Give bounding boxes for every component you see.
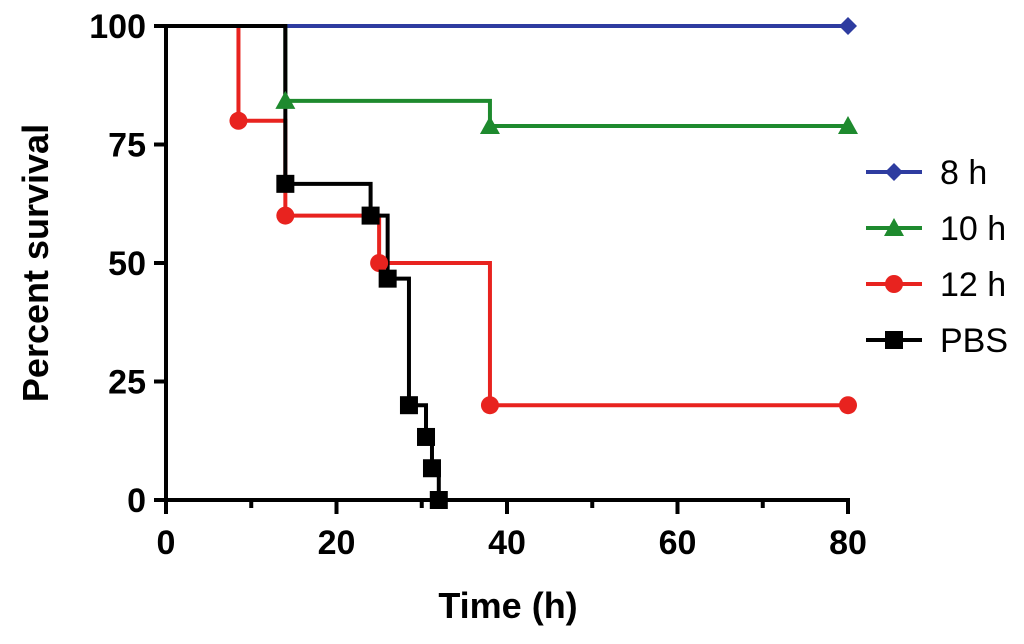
legend-item-8h: 8 h: [866, 154, 987, 192]
legend-label: 8 h: [940, 154, 987, 192]
x-tick-label: 80: [829, 524, 867, 562]
legend-marker-pbs: [885, 331, 903, 349]
legend-item-pbs: PBS: [866, 322, 1008, 360]
legend-label: 12 h: [940, 266, 1006, 304]
data-point-10h: [275, 90, 296, 109]
x-tick-label: 60: [659, 524, 697, 562]
legend-item-10h: 10 h: [866, 210, 1006, 248]
data-point-10h: [479, 116, 500, 135]
data-point-pbs: [429, 491, 448, 509]
data-point-12h: [276, 206, 295, 225]
x-axis-title: Time (h): [438, 585, 577, 626]
data-point-12h: [480, 396, 499, 415]
data-point-10h: [838, 116, 858, 135]
axes: [164, 26, 850, 502]
y-tick-label: 75: [108, 127, 146, 165]
data-point-8h: [839, 17, 857, 35]
data-point-pbs: [399, 396, 418, 415]
series-line-pbs: [166, 24, 441, 500]
y-axis-title: Percent survival: [15, 124, 56, 402]
legend-item-12h: 12 h: [866, 266, 1006, 304]
markers: [229, 17, 858, 509]
legend-marker-12h: [885, 275, 903, 293]
data-point-pbs: [361, 206, 380, 225]
x-tick-label: 40: [488, 524, 526, 562]
data-point-pbs: [417, 427, 436, 446]
x-tick-label: 0: [157, 524, 176, 562]
data-point-pbs: [276, 174, 295, 193]
plot-area: [166, 24, 848, 500]
y-tick-label: 25: [108, 364, 146, 402]
legend-marker-10h: [884, 218, 904, 236]
series-line-10h: [166, 24, 848, 129]
series-line-12h: [166, 24, 848, 408]
data-point-12h: [839, 396, 857, 415]
y-tick-label: 100: [89, 8, 146, 46]
data-point-pbs: [422, 459, 441, 478]
legend-label: 10 h: [940, 210, 1006, 248]
data-point-12h: [229, 111, 248, 130]
y-tick-label: 0: [127, 482, 146, 520]
legend-marker-8h: [885, 163, 903, 181]
x-tick-label: 20: [318, 524, 356, 562]
data-point-12h: [370, 254, 389, 272]
legend-label: PBS: [940, 322, 1008, 360]
legend: 8 h 10 h 12 h PBS: [866, 154, 1008, 360]
ticks: 0 25 50 75 100 0 20 40 60 80: [89, 8, 867, 562]
data-point-pbs: [378, 269, 397, 288]
y-tick-label: 50: [108, 245, 146, 283]
